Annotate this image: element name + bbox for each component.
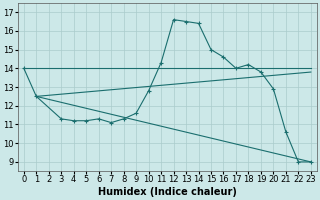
X-axis label: Humidex (Indice chaleur): Humidex (Indice chaleur) [98,187,237,197]
